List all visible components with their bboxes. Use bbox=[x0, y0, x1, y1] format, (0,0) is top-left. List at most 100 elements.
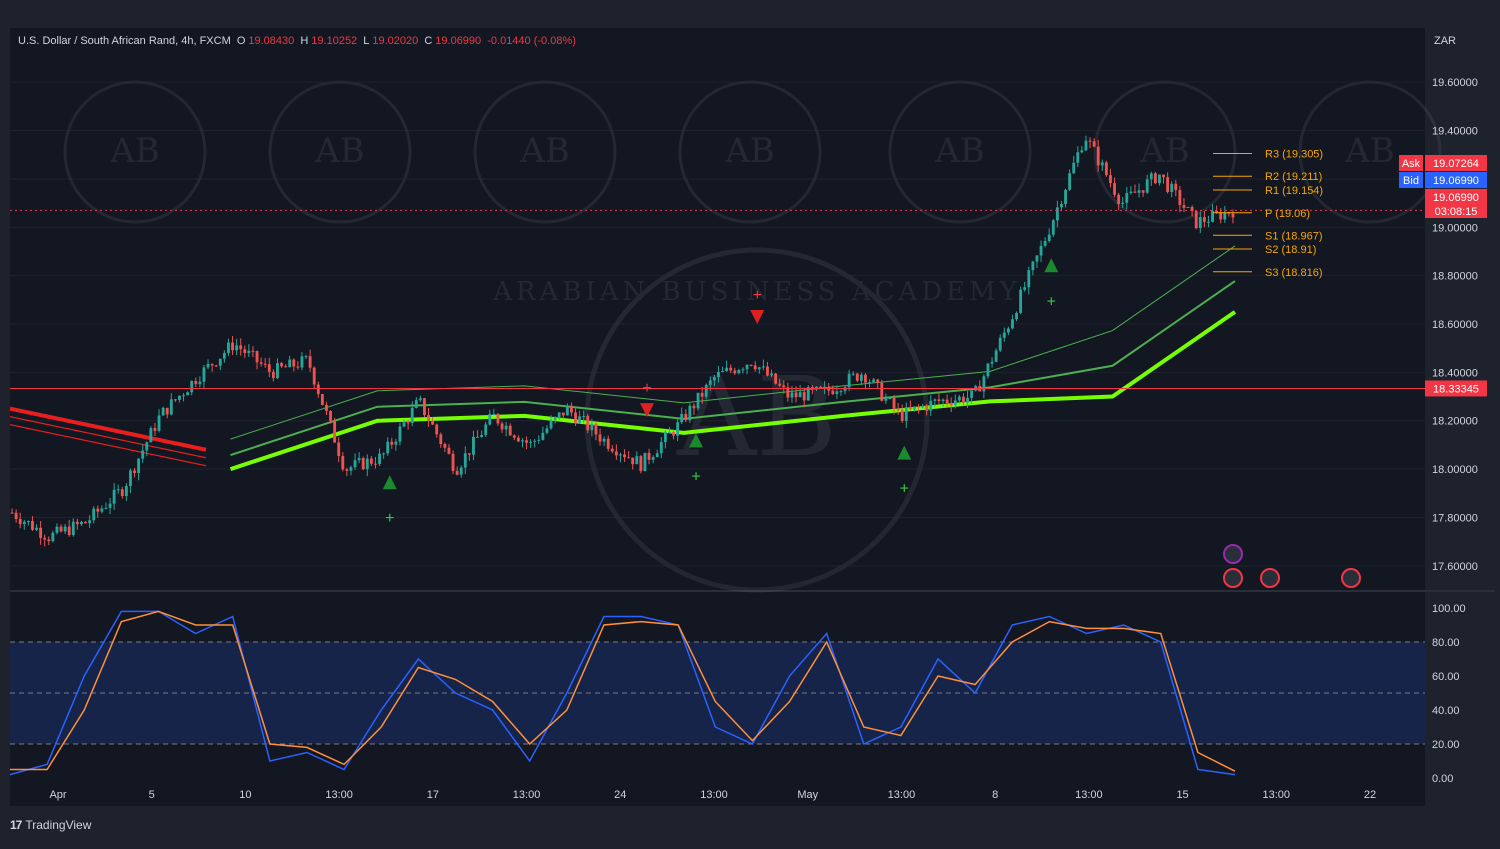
candle-body bbox=[937, 399, 941, 402]
candle-body bbox=[672, 432, 675, 436]
candle-body bbox=[296, 366, 300, 368]
candle-body bbox=[394, 441, 398, 445]
candle-body bbox=[847, 373, 851, 388]
candle-body bbox=[1198, 217, 1202, 229]
time-axis-label: 5 bbox=[149, 789, 155, 801]
candle-body bbox=[145, 442, 149, 451]
candle-body bbox=[14, 512, 18, 520]
tradingview-logo[interactable]: 17 TradingView bbox=[10, 818, 91, 832]
close-label: C bbox=[424, 35, 433, 47]
candle-body bbox=[733, 370, 737, 374]
candle-body bbox=[1035, 255, 1039, 262]
symbol-header: U.S. Dollar / South African Rand, 4h, FX… bbox=[18, 35, 579, 47]
candle-body bbox=[325, 404, 328, 411]
candle-body bbox=[137, 458, 141, 474]
candle-body bbox=[1207, 221, 1210, 223]
candle-body bbox=[990, 361, 994, 364]
candle-body bbox=[22, 521, 26, 525]
candle-body bbox=[590, 423, 594, 431]
candle-body bbox=[859, 374, 863, 381]
candle-body bbox=[414, 400, 418, 408]
candle-body bbox=[276, 363, 279, 379]
price-axis-label: 18.00000 bbox=[1432, 464, 1478, 476]
candle-body bbox=[329, 410, 332, 421]
candle-body bbox=[757, 367, 761, 370]
time-axis-label: 24 bbox=[614, 789, 626, 801]
candle-body bbox=[529, 441, 533, 443]
event-us-flag-icon bbox=[1341, 568, 1361, 588]
candle-body bbox=[116, 489, 120, 491]
candle-body bbox=[1149, 173, 1153, 180]
time-axis-label: 17 bbox=[427, 789, 439, 801]
candle-body bbox=[153, 428, 157, 431]
event-us-flag-icon bbox=[1260, 568, 1280, 588]
candle-body bbox=[1080, 150, 1084, 153]
candle-body bbox=[533, 440, 537, 442]
candle-body bbox=[737, 370, 741, 374]
high-label: H bbox=[300, 35, 309, 47]
candle-body bbox=[1068, 173, 1072, 190]
candle-body bbox=[565, 405, 569, 416]
candle-body bbox=[921, 406, 925, 408]
candle-body bbox=[88, 520, 92, 524]
symbol-name[interactable]: U.S. Dollar / South African Rand, 4h, FX… bbox=[18, 35, 231, 47]
candle-body bbox=[843, 387, 847, 392]
quote-tag-value: 19.07264 bbox=[1433, 158, 1479, 170]
stochastic-axis-label: 20.00 bbox=[1432, 739, 1460, 751]
candle-body bbox=[725, 367, 729, 372]
candle-body bbox=[904, 407, 908, 421]
candle-body bbox=[802, 392, 806, 401]
candle-body bbox=[1182, 205, 1186, 208]
candle-body bbox=[872, 379, 876, 383]
candle-body bbox=[619, 454, 622, 456]
candle-body bbox=[929, 400, 933, 411]
candle-body bbox=[998, 337, 1002, 351]
candle-body bbox=[557, 412, 561, 417]
candle-body bbox=[504, 425, 508, 430]
time-axis-label: May bbox=[797, 789, 818, 801]
price-axis-label: 17.60000 bbox=[1432, 561, 1478, 573]
candle-body bbox=[59, 526, 63, 532]
time-axis-label: 13:00 bbox=[325, 789, 353, 801]
candle-body bbox=[545, 428, 549, 433]
candle-body bbox=[525, 440, 528, 443]
candle-body bbox=[165, 407, 169, 415]
tradingview-wordmark: TradingView bbox=[25, 818, 92, 832]
stochastic-axis-label: 100.00 bbox=[1432, 603, 1466, 615]
candle-body bbox=[586, 416, 590, 431]
candle-body bbox=[161, 407, 165, 416]
time-axis-label: 13:00 bbox=[513, 789, 541, 801]
candle-body bbox=[365, 458, 369, 470]
time-axis-label: 15 bbox=[1176, 789, 1188, 801]
candle-body bbox=[1051, 220, 1055, 235]
candle-body bbox=[1117, 194, 1121, 204]
candle-body bbox=[896, 408, 900, 410]
candle-body bbox=[688, 405, 692, 421]
candle-body bbox=[957, 396, 961, 401]
buy-marker-icon: + bbox=[691, 468, 700, 485]
time-axis-label: 13:00 bbox=[1075, 789, 1103, 801]
candle-body bbox=[835, 391, 839, 395]
candle-body bbox=[1088, 140, 1092, 142]
candle-body bbox=[1158, 174, 1161, 184]
candle-body bbox=[129, 470, 132, 487]
candle-body bbox=[353, 460, 357, 468]
candle-body bbox=[169, 399, 173, 415]
watermark-logo: AB bbox=[314, 131, 365, 171]
candle-body bbox=[884, 398, 888, 401]
candle-body bbox=[300, 356, 304, 368]
stochastic-axis-label: 40.00 bbox=[1432, 705, 1460, 717]
candle-body bbox=[243, 349, 247, 354]
candle-body bbox=[623, 454, 626, 458]
candle-body bbox=[521, 440, 524, 442]
candle-body bbox=[47, 539, 51, 542]
candle-body bbox=[643, 452, 647, 472]
candle-body bbox=[361, 458, 365, 470]
candle-body bbox=[790, 392, 794, 398]
candle-body bbox=[982, 376, 986, 392]
candle-body bbox=[141, 450, 145, 459]
quote-tag-label-bg bbox=[1399, 172, 1423, 188]
candle-body bbox=[639, 456, 643, 472]
candle-body bbox=[819, 386, 822, 389]
